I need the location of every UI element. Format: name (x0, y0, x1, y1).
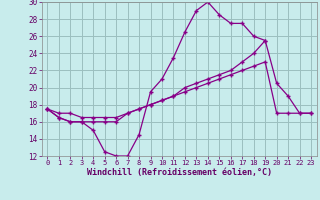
X-axis label: Windchill (Refroidissement éolien,°C): Windchill (Refroidissement éolien,°C) (87, 168, 272, 177)
